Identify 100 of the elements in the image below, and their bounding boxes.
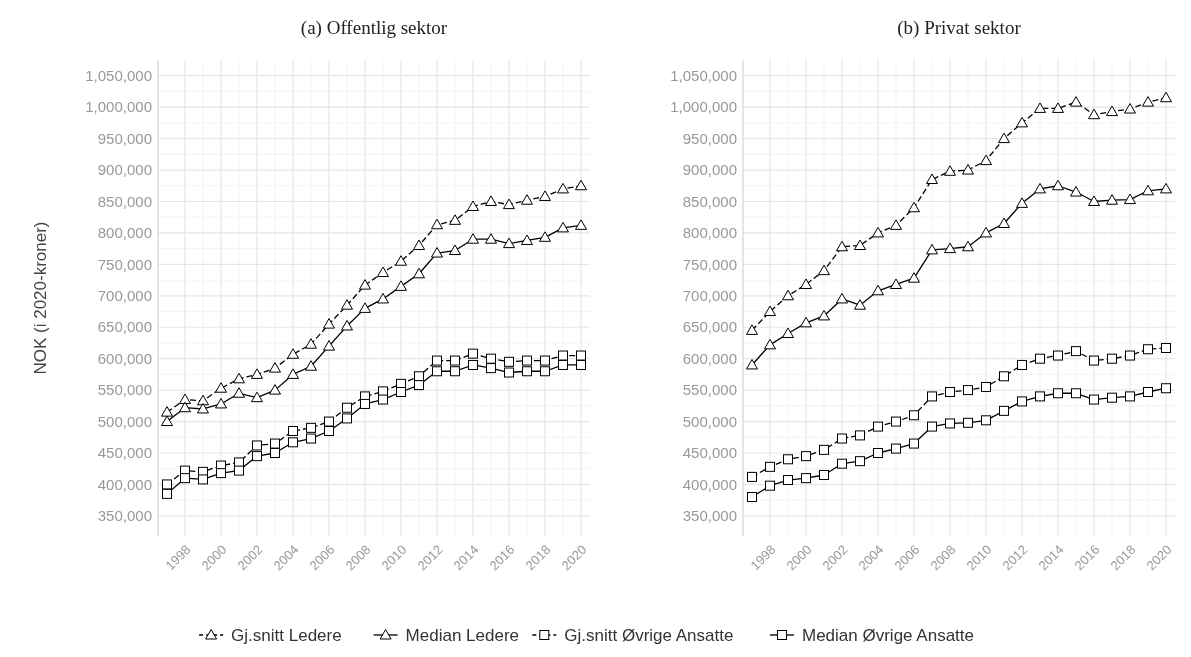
point — [558, 350, 568, 361]
point — [962, 240, 974, 252]
point — [1070, 186, 1082, 197]
y-tick-label: 450,000 — [682, 444, 737, 462]
point — [522, 355, 532, 366]
point — [233, 372, 245, 384]
y-tick-label: 1,000,000 — [670, 98, 737, 116]
point — [1160, 182, 1172, 194]
point — [800, 278, 812, 289]
y-tick-label: 650,000 — [682, 318, 737, 336]
point — [963, 417, 973, 428]
point — [1142, 96, 1154, 107]
point — [1016, 197, 1028, 208]
point — [216, 468, 226, 479]
legend-label: Median Øvrige Ansatte — [802, 625, 974, 645]
y-tick-label: 800,000 — [682, 224, 737, 242]
point — [288, 437, 298, 448]
point — [909, 410, 919, 421]
point — [999, 371, 1009, 382]
point — [1071, 346, 1081, 357]
point — [414, 380, 424, 391]
point — [926, 173, 938, 184]
point — [270, 438, 280, 449]
point — [746, 358, 758, 370]
point — [287, 348, 299, 359]
point — [927, 391, 937, 402]
point — [305, 338, 317, 349]
point — [1143, 344, 1153, 355]
y-axis-title: NOK (i 2020-kroner) — [31, 221, 50, 375]
point — [503, 237, 515, 249]
point — [980, 154, 992, 166]
point — [783, 475, 793, 486]
point — [963, 385, 973, 396]
point — [342, 413, 352, 424]
point — [323, 340, 335, 351]
point — [1161, 342, 1171, 353]
point — [1125, 350, 1135, 361]
point — [251, 391, 263, 403]
point — [198, 474, 208, 485]
y-tick-label: 800,000 — [97, 224, 152, 242]
point — [270, 448, 280, 458]
point — [252, 440, 262, 451]
point — [197, 394, 209, 406]
y-tick-label: 600,000 — [682, 349, 737, 367]
point — [1035, 391, 1045, 402]
point — [233, 387, 245, 398]
point — [360, 398, 370, 409]
point — [998, 132, 1010, 144]
point — [783, 454, 793, 465]
point — [836, 240, 848, 252]
point — [818, 264, 830, 276]
point — [197, 402, 209, 414]
point — [1143, 387, 1153, 398]
point — [359, 302, 371, 313]
point — [891, 443, 901, 454]
point — [359, 279, 371, 290]
point — [432, 366, 442, 377]
y-tick-label: 900,000 — [682, 161, 737, 179]
legend-label: Gj.snitt Ledere — [231, 625, 342, 645]
point — [540, 355, 550, 366]
point — [557, 221, 569, 233]
point — [485, 233, 497, 244]
point — [539, 190, 551, 201]
point — [1071, 388, 1081, 399]
point — [1035, 353, 1045, 364]
point — [836, 292, 848, 304]
point — [234, 465, 244, 476]
point — [944, 165, 956, 176]
y-tick-label: 400,000 — [682, 475, 737, 493]
point — [306, 422, 316, 433]
point — [1052, 102, 1064, 113]
point — [854, 239, 866, 250]
point — [576, 350, 586, 361]
point — [819, 470, 829, 481]
y-tick-label: 350,000 — [97, 507, 152, 525]
point — [927, 421, 937, 432]
y-tick-label: 350,000 — [682, 507, 737, 525]
chart-title: (b) Privat sektor — [897, 17, 1022, 39]
y-tick-label: 950,000 — [97, 129, 152, 147]
point — [468, 348, 478, 359]
legend-label: Median Ledere — [405, 625, 520, 645]
point — [305, 360, 317, 371]
point — [819, 444, 829, 455]
point — [504, 367, 514, 378]
point — [1125, 391, 1135, 402]
point — [521, 234, 533, 245]
point — [891, 416, 901, 427]
y-tick-label: 600,000 — [97, 349, 152, 367]
point — [431, 218, 443, 230]
point — [413, 239, 425, 250]
point — [558, 359, 568, 370]
point — [1052, 179, 1064, 191]
point — [908, 272, 920, 283]
point — [485, 195, 497, 206]
y-tick-label: 1,050,000 — [85, 66, 152, 84]
point — [1089, 355, 1099, 366]
point — [1160, 91, 1172, 103]
point — [341, 319, 353, 331]
point — [503, 198, 515, 210]
point — [890, 219, 902, 230]
